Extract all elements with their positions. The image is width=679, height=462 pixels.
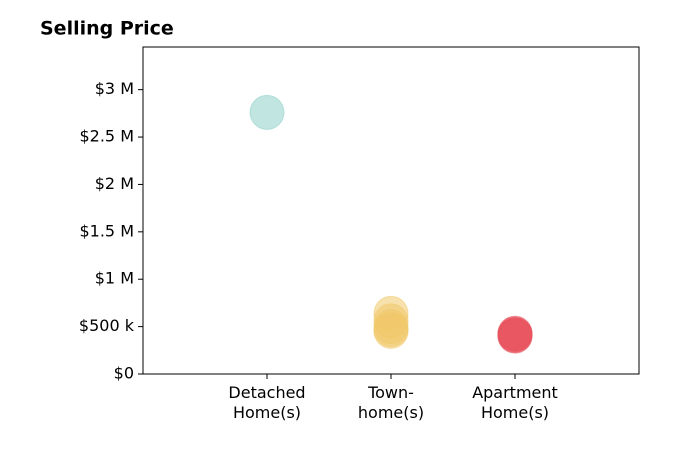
y-tick-label: $1 M xyxy=(95,269,134,288)
point xyxy=(497,318,533,354)
x-tick-label: Town- home(s) xyxy=(357,383,425,422)
y-tick-label: $500 k xyxy=(79,316,135,335)
y-tick-label: $3 M xyxy=(95,79,134,98)
chart-title: Selling Price xyxy=(40,18,174,40)
point xyxy=(249,94,285,130)
point xyxy=(373,313,409,349)
y-tick-label: $1.5 M xyxy=(79,221,134,240)
y-tick-label: $2 M xyxy=(95,174,134,193)
x-tick-label: Apartment Home(s) xyxy=(472,383,558,422)
y-tick-label: $2.5 M xyxy=(79,127,134,146)
x-tick-label: Detached Home(s) xyxy=(228,383,306,422)
y-tick-label: $0 xyxy=(114,364,134,383)
